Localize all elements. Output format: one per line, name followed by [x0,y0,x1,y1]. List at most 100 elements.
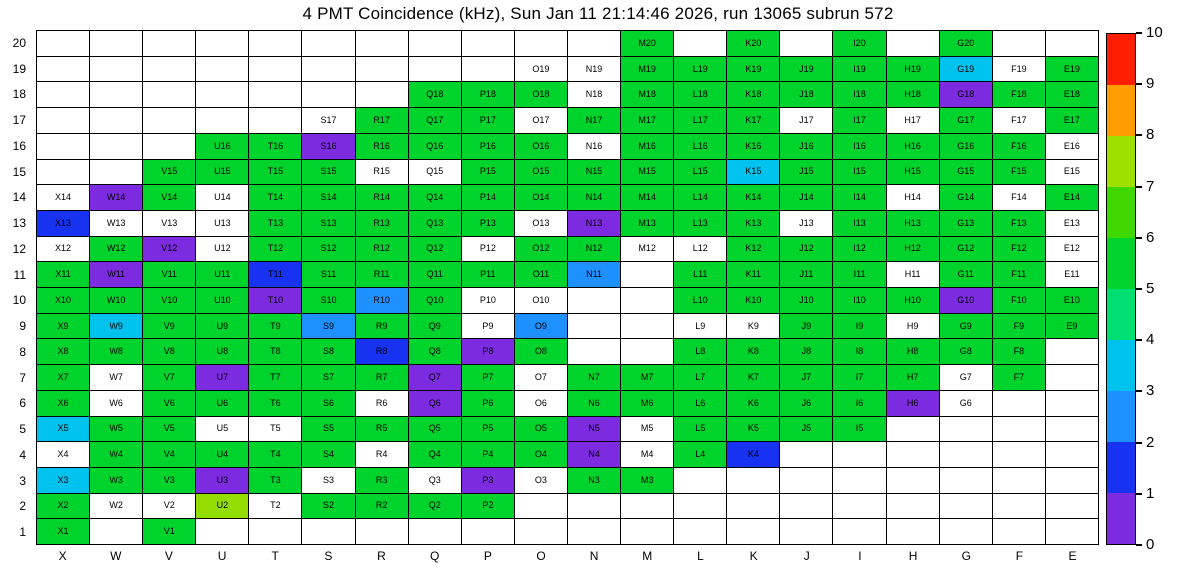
cell-label: U16 [214,140,231,151]
cell-label: I11 [853,269,866,280]
heatmap-cell [780,493,833,519]
cell-label: L8 [695,346,706,357]
cell-label: L13 [692,217,708,228]
cell-label: T11 [268,269,283,280]
cell-label: O5 [534,423,547,434]
cell-label: U13 [214,217,231,228]
heatmap-cell: L13 [674,210,727,236]
cell-label: X3 [57,474,69,485]
heatmap-cell: T12 [249,236,302,262]
y-axis: 20 19 18 17 16 15 14 13 12 11 10 9 8 7 6 5 4 3 2 1 [0,30,31,545]
heatmap-cell: U5 [196,416,249,442]
x-axis-label: V [164,549,173,563]
heatmap-cell [461,56,514,82]
heatmap-cell: K12 [727,236,780,262]
heatmap-cell: M19 [621,56,674,82]
heatmap-cell [302,82,355,108]
cell-label: J15 [799,166,814,177]
cell-label: S10 [320,294,337,305]
cell-label: E14 [1063,192,1080,203]
cell-label: F10 [1011,294,1027,305]
y-axis-label: 14 [12,190,26,205]
cell-label: G10 [957,294,975,305]
cell-label: L9 [695,320,706,331]
heatmap-cell: G18 [939,82,992,108]
heatmap-cell: X2 [37,493,90,519]
heatmap-cell: P7 [461,365,514,390]
cell-label: W2 [109,500,123,511]
cell-label: P4 [482,449,494,460]
cell-label: N14 [585,192,603,203]
heatmap-cell: W14 [90,185,143,210]
heatmap-cell: K6 [727,390,780,416]
cell-label: Q14 [426,192,444,203]
x-axis-label: M [642,549,653,563]
heatmap-cell: T3 [249,467,302,493]
cell-label: N13 [585,217,603,228]
x-axis-label: P [483,549,492,563]
heatmap-cell: U6 [196,390,249,416]
heatmap-cell: J9 [780,313,833,339]
heatmap-cell [143,133,196,159]
heatmap-cell: H12 [886,236,939,262]
heatmap-cell: F14 [992,185,1045,210]
heatmap-cell: J13 [780,210,833,236]
heatmap-cell: G17 [939,108,992,133]
cell-label: L12 [692,243,708,254]
heatmap-cell: E15 [1045,159,1098,185]
heatmap-cell: R6 [355,390,408,416]
cell-label: I9 [855,320,864,331]
heatmap-cell [249,108,302,133]
cell-label: T9 [270,320,281,331]
heatmap-cell: Q8 [408,339,461,365]
heatmap-cell: H9 [886,313,939,339]
cell-label: H17 [904,114,921,125]
heatmap-cell [939,416,992,442]
heatmap-cell: I6 [833,390,886,416]
heatmap-cell: L4 [674,442,727,467]
cell-label: S8 [323,346,335,357]
x-axis-label: F [1015,549,1024,563]
colorbar [1106,33,1136,545]
heatmap-cell: V4 [143,442,196,467]
heatmap-cell: F16 [992,133,1045,159]
cell-label: O10 [532,294,550,305]
heatmap-cell [249,519,302,544]
cell-label: P16 [479,140,496,151]
heatmap-cell [992,519,1045,544]
heatmap-cell: N6 [567,390,621,416]
heatmap-cell [143,31,196,56]
heatmap-cell: K16 [727,133,780,159]
cell-label: S17 [320,114,337,125]
cell-label: V13 [161,217,178,228]
colorbar-tick-mark [1136,441,1142,444]
cell-label: X8 [57,346,69,357]
x-axis-label: T [271,549,279,563]
heatmap-cell: L17 [674,108,727,133]
heatmap-cell: X8 [37,339,90,365]
cell-label: F7 [1013,371,1025,382]
cell-label: G8 [959,346,972,357]
heatmap-cell: Q15 [408,159,461,185]
cell-label: P12 [479,243,496,254]
heatmap-cell: O18 [514,82,567,108]
heatmap-cell [514,519,567,544]
heatmap-cell [408,519,461,544]
heatmap-cell [621,519,674,544]
y-axis-label: 3 [19,473,26,488]
heatmap-cell [780,442,833,467]
cell-label: U3 [216,474,229,485]
cell-label: M20 [638,37,656,48]
heatmap-cell: O4 [514,442,567,467]
y-axis-label: 6 [19,396,26,411]
cell-label: S13 [320,217,337,228]
heatmap-cell: F19 [992,56,1045,82]
heatmap-cell: L14 [674,185,727,210]
heatmap-cell [514,493,567,519]
heatmap-cell: R7 [355,365,408,390]
heatmap-cell: U10 [196,288,249,313]
colorbar-tick-label: 5 [1146,280,1155,297]
x-axis-label: O [536,549,546,563]
cell-label: I10 [853,294,866,305]
cell-label: T14 [267,192,284,203]
